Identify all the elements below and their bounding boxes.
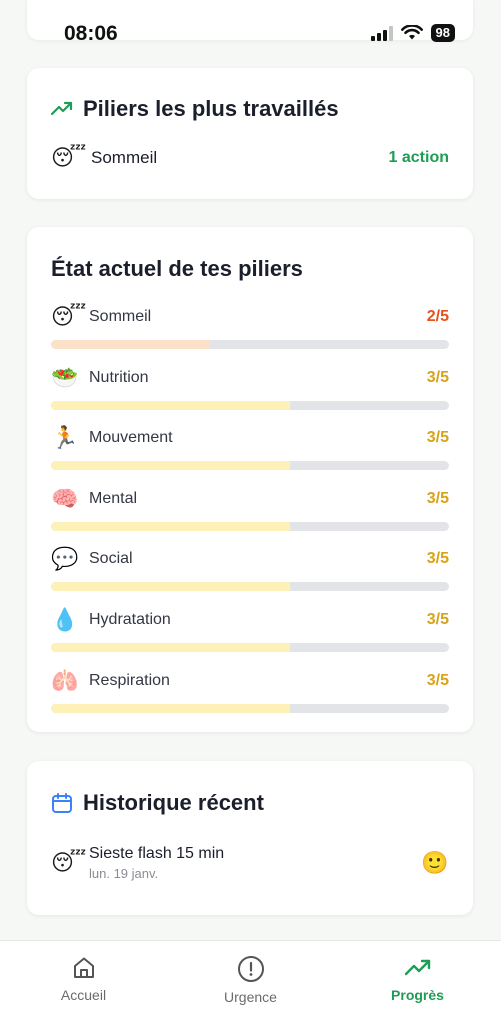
wifi-icon xyxy=(400,25,423,40)
pillar-score: 3/5 xyxy=(426,611,449,628)
pillar-name: Mouvement xyxy=(89,429,173,447)
pillar-progress-track xyxy=(51,521,449,531)
nav-item-urgence[interactable]: Urgence xyxy=(167,941,334,1024)
history-card: Historique récent 😴 Sieste flash 15 min … xyxy=(27,761,473,915)
pillar-score: 3/5 xyxy=(426,671,449,689)
pillar-head: 🏃 Mouvement 3/5 xyxy=(51,425,449,451)
pillar-head: 💬 Social 3/5 xyxy=(51,546,449,572)
pillar-progress-track xyxy=(51,400,449,410)
pillar-name: Nutrition xyxy=(89,368,149,386)
status-bar: 08:06 98 xyxy=(0,0,501,60)
trending-up-icon xyxy=(404,959,430,976)
history-header: Historique récent xyxy=(51,790,264,816)
current-state-card: État actuel de tes piliers 😴 Sommeil 2/5 🥗 N… xyxy=(27,227,473,732)
pillar-progress-fill xyxy=(51,582,290,592)
pillar-progress-track xyxy=(51,340,449,349)
nav-label-urgence: Urgence xyxy=(224,989,277,1005)
calendar-icon xyxy=(52,793,72,813)
pillar-row-social: 💬 Social 3/5 xyxy=(51,546,449,596)
pillar-score: 3/5 xyxy=(426,368,449,386)
most-worked-item-count: 1 action xyxy=(388,149,449,166)
pillar-emoji-icon: 🏃 xyxy=(51,425,79,451)
history-item[interactable]: 😴 Sieste flash 15 min lun. 19 janv. 🙂 xyxy=(51,843,449,883)
pillar-emoji-icon: 🥗 xyxy=(51,364,79,390)
pillar-emoji-icon: 🧠 xyxy=(51,485,79,511)
previous-card xyxy=(27,0,473,40)
pillar-head: 🫁 Respiration 3/5 xyxy=(51,668,449,694)
most-worked-item: 😴 Sommeil 1 action xyxy=(51,144,449,172)
current-state-title: État actuel de tes piliers xyxy=(51,256,303,281)
trending-up-icon xyxy=(51,101,73,116)
pillar-progress-fill xyxy=(51,521,290,531)
battery-indicator: 98 xyxy=(430,24,455,42)
pillar-score: 3/5 xyxy=(426,489,449,507)
pillar-score: 3/5 xyxy=(426,550,449,568)
pillar-score: 3/5 xyxy=(426,429,449,447)
pillar-row-mouvement: 🏃 Mouvement 3/5 xyxy=(51,425,449,475)
nav-item-progres[interactable]: Progrès xyxy=(334,941,501,1024)
most-worked-header: Piliers les plus travaillés xyxy=(51,96,339,122)
pillar-name: Hydratation xyxy=(89,611,171,628)
status-time: 08:06 xyxy=(64,22,118,45)
sleep-emoji-icon: 😴 xyxy=(51,850,87,875)
home-icon xyxy=(73,957,94,978)
cellular-signal-icon xyxy=(370,25,393,41)
pillar-progress-track xyxy=(51,461,449,471)
nav-label-progres: Progrès xyxy=(391,987,444,1003)
pillar-name: Social xyxy=(89,550,133,568)
alert-circle-icon xyxy=(237,956,264,982)
pillar-score: 2/5 xyxy=(426,308,449,325)
pillar-row-sommeil: 😴 Sommeil 2/5 xyxy=(51,304,449,354)
pillar-progress-fill xyxy=(51,703,290,713)
pillar-emoji-icon: 💧 xyxy=(51,607,79,632)
pillar-progress-fill xyxy=(51,340,211,349)
history-item-date: lun. 19 janv. xyxy=(89,866,159,881)
pillar-head: 🧠 Mental 3/5 xyxy=(51,486,449,512)
nav-item-accueil[interactable]: Accueil xyxy=(0,941,167,1024)
pillar-progress-track xyxy=(51,643,449,652)
most-worked-item-name: Sommeil xyxy=(91,148,158,167)
history-title: Historique récent xyxy=(83,790,264,815)
pillar-progress-fill xyxy=(51,643,290,652)
pillar-head: 😴 Sommeil 2/5 xyxy=(51,304,449,330)
history-item-title: Sieste flash 15 min xyxy=(89,845,225,862)
pillar-emoji-icon: 🫁 xyxy=(51,667,79,693)
pillar-head: 🥗 Nutrition 3/5 xyxy=(51,365,449,391)
pillar-name: Mental xyxy=(89,489,138,507)
nav-label-accueil: Accueil xyxy=(60,987,107,1003)
pillar-row-respiration: 🫁 Respiration 3/5 xyxy=(51,668,449,718)
pillar-progress-track xyxy=(51,582,449,592)
most-worked-title: Piliers les plus travaillés xyxy=(83,96,339,121)
pillar-row-hydratation: 💧 Hydratation 3/5 xyxy=(51,607,449,657)
bottom-nav: Accueil Urgence Progrès xyxy=(0,940,501,1024)
pillar-emoji-icon: 💬 xyxy=(51,546,79,572)
pillar-emoji-icon: 😴 xyxy=(51,304,87,329)
sleep-emoji-icon: 😴 xyxy=(51,145,87,170)
pillar-progress-track xyxy=(51,703,449,713)
pillar-name: Sommeil xyxy=(89,308,152,325)
status-icons: 98 xyxy=(370,24,455,42)
pillar-head: 💧 Hydratation 3/5 xyxy=(51,607,449,633)
pillar-progress-fill xyxy=(51,461,290,471)
pillar-progress-fill xyxy=(51,400,290,410)
pillar-row-mental: 🧠 Mental 3/5 xyxy=(51,486,449,536)
most-worked-card: Piliers les plus travaillés 😴 Sommeil 1 … xyxy=(27,68,473,199)
pillar-name: Respiration xyxy=(89,671,170,689)
pillar-row-nutrition: 🥗 Nutrition 3/5 xyxy=(51,365,449,415)
mood-emoji-icon: 🙂 xyxy=(421,850,449,875)
